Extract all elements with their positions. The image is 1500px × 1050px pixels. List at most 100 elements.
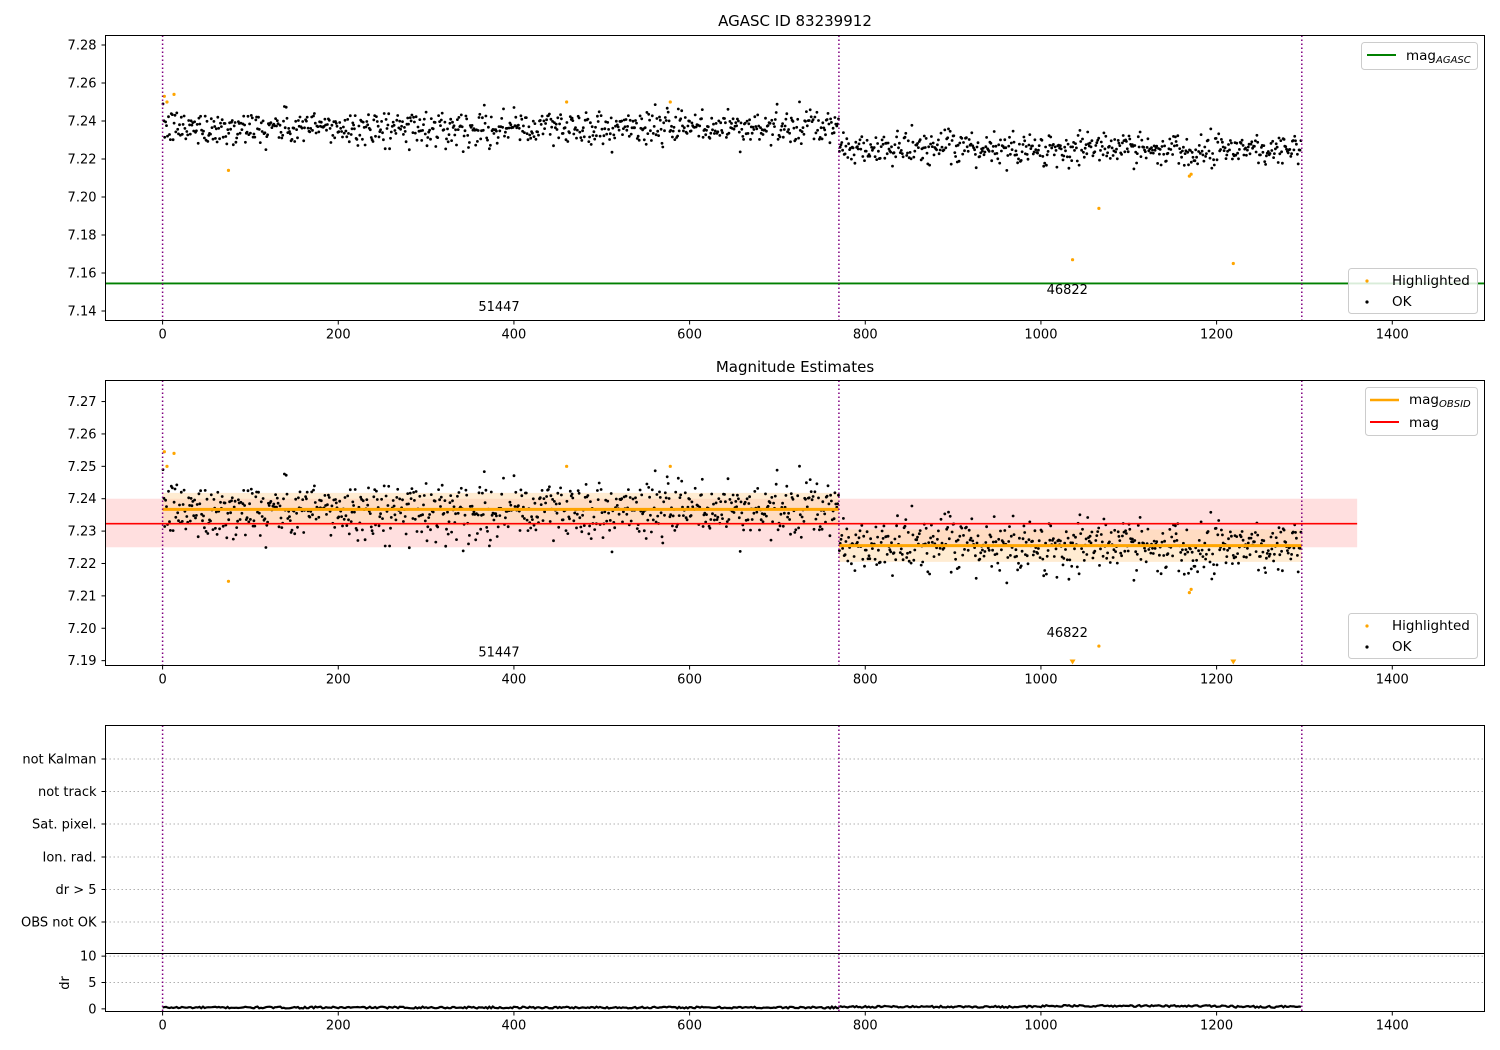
ok-point — [244, 140, 247, 144]
ok-point — [1278, 553, 1282, 557]
ok-point — [827, 502, 831, 506]
ok-point — [437, 114, 440, 117]
ok-point — [852, 153, 856, 157]
ok-point — [863, 564, 866, 568]
ok-point — [317, 515, 321, 519]
ok-point — [275, 119, 279, 122]
ok-point — [564, 529, 568, 532]
ok-point — [561, 518, 565, 522]
ok-point — [765, 129, 768, 133]
ok-point — [894, 155, 898, 159]
ok-point — [719, 500, 723, 503]
ok-point — [197, 492, 201, 496]
ok-point — [960, 136, 964, 140]
ok-point — [517, 504, 520, 508]
ok-point — [334, 501, 338, 505]
flag-row-label: Sat. pixel. — [32, 818, 96, 833]
ok-point — [524, 116, 528, 119]
ok-point — [938, 148, 942, 152]
ok-point — [412, 491, 415, 494]
ok-point — [742, 528, 745, 532]
ok-point — [340, 515, 343, 518]
ok-point — [571, 496, 575, 500]
ok-point — [756, 487, 760, 490]
ok-point — [909, 157, 913, 161]
ok-point — [842, 517, 845, 520]
ok-point — [428, 128, 431, 132]
ok-point — [1217, 519, 1221, 522]
ok-point — [690, 121, 694, 125]
ok-point — [1295, 142, 1298, 146]
ok-point — [693, 486, 697, 490]
ok-point — [1093, 150, 1097, 154]
ok-point — [235, 136, 239, 140]
ok-point — [759, 518, 763, 522]
ok-point — [638, 114, 642, 118]
ok-point — [386, 504, 390, 507]
ok-point — [549, 494, 553, 498]
ok-point — [818, 528, 821, 532]
ok-point — [391, 499, 395, 502]
ok-point — [858, 529, 862, 533]
ok-point — [761, 520, 765, 524]
ok-point — [581, 126, 585, 130]
ok-point — [830, 499, 833, 503]
ok-point — [975, 145, 979, 149]
legend-frame — [1348, 613, 1478, 659]
ok-point — [249, 114, 253, 117]
ok-point — [243, 123, 247, 127]
ok-point — [188, 504, 192, 507]
ok-point — [1262, 144, 1266, 148]
ok-point — [462, 134, 466, 138]
ok-point — [559, 113, 562, 117]
ok-point — [997, 537, 1001, 541]
ok-point — [519, 488, 523, 492]
ok-point — [361, 137, 364, 141]
ok-point — [631, 119, 635, 123]
ok-point — [400, 124, 403, 128]
ok-point — [1090, 139, 1094, 143]
ok-point — [476, 532, 479, 535]
ok-point — [496, 136, 500, 139]
ok-point — [1028, 520, 1032, 524]
ok-point — [253, 135, 257, 139]
ok-point — [1091, 556, 1095, 560]
ok-point — [456, 118, 459, 121]
ok-point — [982, 554, 986, 558]
y-tick-label: 7.27 — [68, 395, 97, 410]
ok-point — [1055, 575, 1059, 579]
ok-point — [1031, 144, 1034, 148]
ok-point — [1274, 142, 1278, 146]
ok-point — [502, 476, 505, 480]
ok-point — [468, 141, 471, 144]
ok-point — [418, 118, 422, 121]
ok-point — [521, 514, 524, 518]
ok-point — [165, 505, 168, 508]
ok-point — [1140, 529, 1144, 533]
ok-point — [215, 533, 219, 536]
ok-point — [943, 512, 947, 516]
ok-point — [1115, 157, 1119, 161]
ok-point — [527, 125, 531, 129]
ok-point — [720, 513, 724, 517]
ok-point — [584, 111, 588, 114]
ok-point — [712, 502, 715, 506]
ok-point — [601, 536, 605, 539]
ok-point — [459, 486, 463, 490]
ok-point — [730, 122, 733, 125]
ok-point — [896, 129, 899, 133]
ok-point — [930, 145, 934, 149]
ok-point — [1286, 549, 1289, 552]
ok-point — [1068, 558, 1072, 562]
ok-point — [874, 136, 878, 140]
ok-point — [394, 518, 398, 522]
ok-point — [789, 492, 793, 495]
ok-point — [1103, 147, 1107, 151]
ok-point — [653, 469, 657, 473]
ok-point — [282, 119, 285, 123]
ok-point — [1183, 152, 1187, 156]
ok-point — [897, 146, 900, 150]
ok-point — [782, 511, 786, 515]
ok-point — [1075, 146, 1078, 150]
ok-point — [800, 130, 804, 134]
